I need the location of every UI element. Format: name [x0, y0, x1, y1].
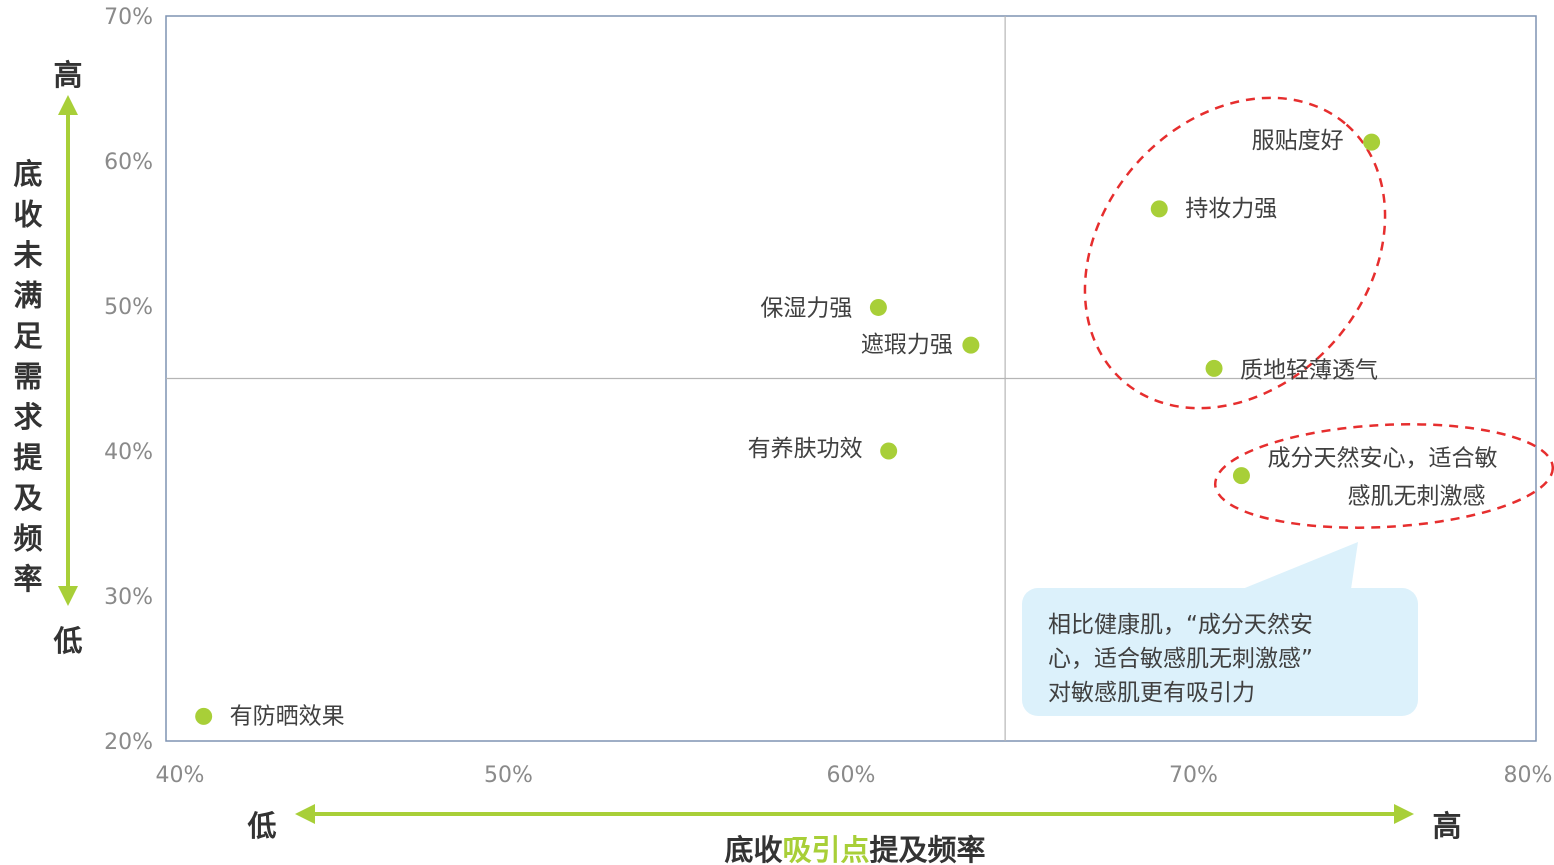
- point-label: 服贴度好: [1252, 128, 1344, 154]
- x-axis-title-part-1: 底收: [724, 833, 782, 865]
- point-label: 有养肤功效: [748, 436, 863, 462]
- data-point: [1363, 133, 1381, 151]
- data-point: [1232, 467, 1250, 485]
- y-axis-title-char: 足: [13, 319, 42, 353]
- x-axis-high-label: 高: [1432, 809, 1461, 843]
- x-axis-title-part-2: 吸引点: [782, 833, 869, 865]
- y-axis-title-char: 频: [13, 522, 42, 556]
- y-axis-title-char: 未: [13, 238, 42, 272]
- x-tick-label: 40%: [156, 763, 205, 788]
- data-point: [880, 442, 898, 460]
- callout-line-1: 相比健康肌，“成分天然安: [1048, 612, 1313, 638]
- y-axis-low-label: 低: [52, 624, 82, 658]
- data-point: [962, 336, 980, 354]
- x-tick-label: 60%: [827, 763, 876, 788]
- data-point: [1150, 200, 1168, 218]
- y-tick-label: 40%: [104, 440, 153, 465]
- point-label: 保湿力强: [760, 295, 852, 321]
- data-point: [1205, 359, 1223, 377]
- callout-line-3: 对敏感肌更有吸引力: [1048, 680, 1255, 706]
- x-axis-title: 底收吸引点提及频率: [724, 833, 985, 865]
- point-label: 感肌无刺激感: [1347, 484, 1485, 510]
- data-point: [195, 707, 213, 725]
- point-label: 遮瑕力强: [861, 332, 953, 358]
- y-tick-label: 20%: [104, 730, 153, 755]
- data-point: [869, 298, 887, 316]
- callout-pointer: [1230, 542, 1358, 596]
- y-tick-labels: 70% 60% 50% 40% 30% 20%: [104, 5, 153, 755]
- x-tick-label: 80%: [1504, 763, 1553, 788]
- highlight-ellipse-bottom: [1213, 423, 1554, 529]
- y-tick-label: 30%: [104, 585, 153, 610]
- point-label: 有防晒效果: [230, 703, 345, 729]
- point-label: 成分天然安心，适合敏: [1267, 446, 1497, 472]
- callout-line-2: 心，适合敏感肌无刺激感”: [1048, 646, 1313, 672]
- highlight-ellipse-top: [1083, 96, 1387, 410]
- x-tick-label: 70%: [1169, 763, 1218, 788]
- x-axis-title-part-3: 提及频率: [870, 833, 986, 865]
- y-axis-title-char: 提: [13, 441, 43, 475]
- x-tick-labels: 40% 50% 60% 70% 80%: [156, 763, 1553, 788]
- y-axis-title-char: 需: [13, 360, 42, 394]
- y-axis-high-label: 高: [53, 58, 82, 92]
- y-axis-title-char: 率: [13, 562, 42, 596]
- x-axis-low-label: 低: [246, 809, 276, 843]
- x-tick-label: 50%: [484, 763, 533, 788]
- y-tick-label: 60%: [104, 150, 153, 175]
- y-axis-title-char: 底: [13, 157, 42, 191]
- y-axis-title-char: 收: [13, 198, 42, 232]
- y-axis-title-char: 满: [13, 279, 42, 313]
- point-label: 质地轻薄透气: [1240, 357, 1378, 383]
- y-tick-label: 50%: [104, 295, 153, 320]
- y-axis-title-char: 及: [13, 481, 42, 515]
- callout-box: 相比健康肌，“成分天然安 心，适合敏感肌无刺激感” 对敏感肌更有吸引力: [1022, 588, 1418, 716]
- y-axis-title-char: 求: [13, 400, 42, 434]
- y-tick-label: 70%: [104, 5, 153, 30]
- point-label: 持妆力强: [1185, 196, 1277, 222]
